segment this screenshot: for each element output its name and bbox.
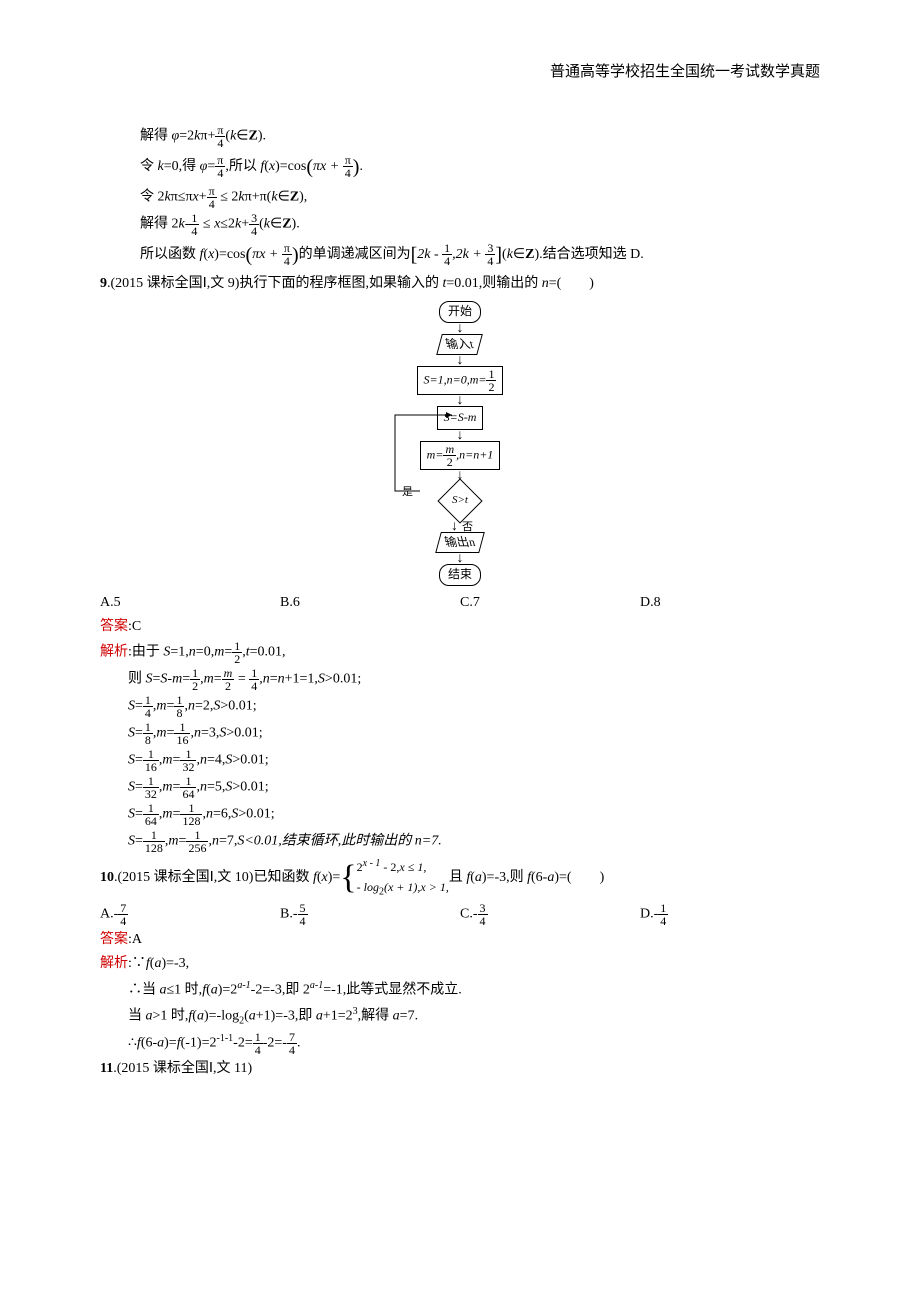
q9-exp-row: S=164,m=1128,n=6,S>0.01; [100,802,820,827]
q11-stem: 11.(2015 课标全国Ⅰ,文 11) [100,1058,820,1080]
q10-opt-d: D.-14 [640,902,820,927]
q9-answer: 答案:C [100,616,820,638]
flow-step1: S=S-m [437,406,484,429]
q9-exp-last: S=1128,m=1256,n=7,S<0.01,结束循环,此时输出的 n=7. [100,829,820,854]
q10-exp-1: ∴当 a≤1 时,f(a)=2a-1-2=-3,即 2a-1=-1,此等式显然不… [100,978,820,1002]
sol8-line4: 解得 2k-14 ≤ x≤2k+34(k∈Z). [100,212,820,237]
sol8-line5: 所以函数 f(x)=cos(πx + π4)的单调递减区间为[2k - 14,2… [100,239,820,271]
q10-exp-3: ∴f(6-a)=f(-1)=2-1-1-2=14-2=-74. [100,1031,820,1056]
flow-start: 开始 [439,301,481,322]
sol8-line1: 解得 φ=2kπ+π4(k∈Z). [100,124,820,149]
q9-exp-1: 则 S=S-m=12,m=m2 = 14,n=n+1=1,S>0.01; [100,667,820,692]
q10-answer: 答案:A [100,929,820,951]
sol8-line2: 令 k=0,得 φ=π4,所以 f(x)=cos(πx + π4). [100,151,820,183]
q10-exp-0: 解析:∵f(a)=-3, [100,953,820,975]
flow-cond: S>t [440,481,480,521]
q10-options: A.-74 B.-54 C.-34 D.-14 [100,902,820,927]
flow-yes-text: 是 [402,484,413,502]
q9-opt-c: C.7 [460,592,640,614]
q9-exp-row: S=132,m=164,n=5,S>0.01; [100,775,820,800]
q9-stem: 9.(2015 课标全国Ⅰ,文 9)执行下面的程序框图,如果输入的 t=0.01… [100,273,820,295]
flow-input: 输入t [436,334,483,355]
flowchart: 开始 ↓ 输入t ↓ S=1,n=0,m=12 ↓ S=S-m ↓ m=m2,n… [360,301,560,585]
q10-exp-2: 当 a>1 时,f(a)=-log2(a+1)=-3,即 a+1=23,解得 a… [100,1004,820,1029]
page-header: 普通高等学校招生全国统一考试数学真题 [100,60,820,84]
q10-opt-a: A.-74 [100,902,280,927]
q9-options: A.5 B.6 C.7 D.8 [100,592,820,614]
flow-out: 输出n [435,532,485,553]
sol8-line3: 令 2kπ≤πx+π4 ≤ 2kπ+π(k∈Z), [100,185,820,210]
q9-opt-d: D.8 [640,592,820,614]
q10-opt-c: C.-34 [460,902,640,927]
q10-opt-b: B.-54 [280,902,460,927]
q9-exp-0: 解析:由于 S=1,n=0,m=12,t=0.01, [100,640,820,665]
q9-exp-row: S=116,m=132,n=4,S>0.01; [100,748,820,773]
flow-step2: m=m2,n=n+1 [420,441,501,470]
q9-opt-a: A.5 [100,592,280,614]
flow-init: S=1,n=0,m=12 [417,366,504,395]
q9-exp-row: S=18,m=116,n=3,S>0.01; [100,721,820,746]
q10-stem: 10.(2015 课标全国Ⅰ,文 10)已知函数 f(x)={ 2x - 1 -… [100,856,820,900]
flow-end: 结束 [439,564,481,585]
q9-exp-row: S=14,m=18,n=2,S>0.01; [100,694,820,719]
q9-opt-b: B.6 [280,592,460,614]
